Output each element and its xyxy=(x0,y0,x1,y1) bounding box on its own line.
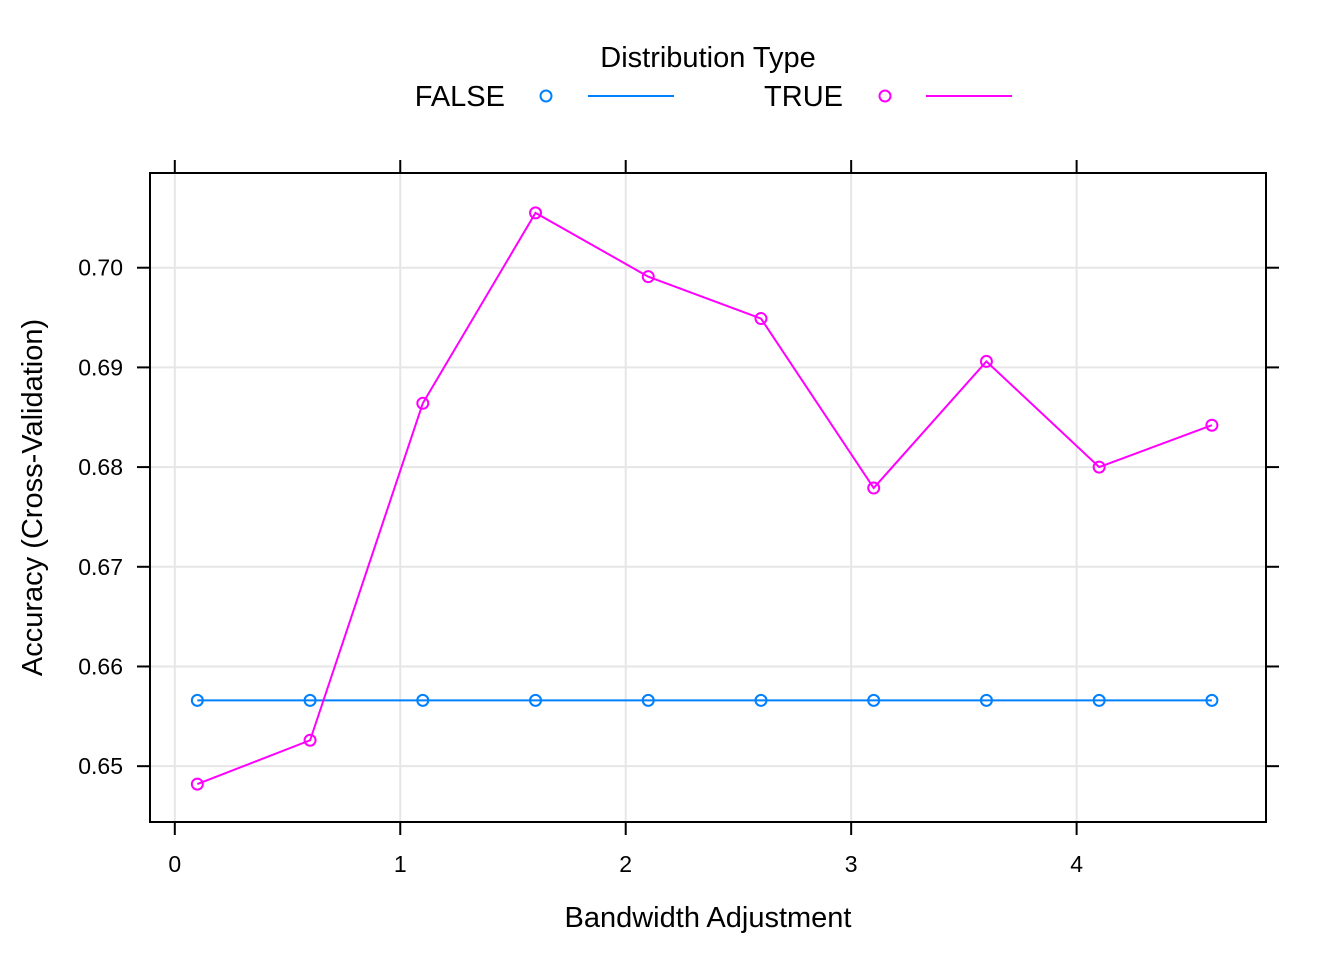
data-point-false xyxy=(303,693,317,707)
y-tick-label: 0.69 xyxy=(78,354,123,380)
legend-label-false: FALSE xyxy=(415,81,505,113)
data-point-true xyxy=(1205,418,1219,432)
y-tick-label: 0.68 xyxy=(78,454,123,480)
data-point-false xyxy=(754,693,768,707)
data-point-true xyxy=(303,733,317,747)
data-point-false xyxy=(416,693,430,707)
data-point-false xyxy=(529,693,543,707)
data-point-true xyxy=(529,206,543,220)
data-point-false xyxy=(641,693,655,707)
y-tick-label: 0.65 xyxy=(78,753,123,779)
data-point-true xyxy=(1092,460,1106,474)
legend-point-true xyxy=(878,89,892,103)
y-tick-label: 0.66 xyxy=(78,653,123,679)
data-point-false xyxy=(190,693,204,707)
grid xyxy=(150,173,1266,822)
data-point-true xyxy=(867,481,881,495)
legend-title: Distribution Type xyxy=(600,42,815,74)
x-tick-label: 0 xyxy=(168,851,181,877)
legend-point-false xyxy=(539,89,553,103)
data-point-false xyxy=(1092,693,1106,707)
data-point-true xyxy=(190,777,204,791)
data-point-false xyxy=(979,693,993,707)
data-point-false xyxy=(867,693,881,707)
y-tick-label: 0.70 xyxy=(78,255,123,281)
y-axis-title: Accuracy (Cross-Validation) xyxy=(17,319,49,676)
x-tick-label: 3 xyxy=(845,851,858,877)
data-point-true xyxy=(754,312,768,326)
y-tick-label: 0.67 xyxy=(78,554,123,580)
legend-label-true: TRUE xyxy=(764,81,843,113)
x-tick-label: 2 xyxy=(619,851,632,877)
data-point-true xyxy=(979,354,993,368)
axes: 0 1 2 3 4 0.65 0.66 0.67 0.68 0.69 0.70 xyxy=(78,160,1279,877)
data-point-true xyxy=(641,270,655,284)
series-layer xyxy=(190,206,1219,791)
legend: Distribution Type FALSE TRUE xyxy=(415,42,1012,113)
plot-frame xyxy=(149,172,1267,823)
series-line-true xyxy=(196,211,1213,786)
x-axis-title: Bandwidth Adjustment xyxy=(565,902,852,934)
x-tick-label: 4 xyxy=(1070,851,1083,877)
data-point-true xyxy=(416,396,430,410)
x-tick-label: 1 xyxy=(394,851,407,877)
data-point-false xyxy=(1205,693,1219,707)
